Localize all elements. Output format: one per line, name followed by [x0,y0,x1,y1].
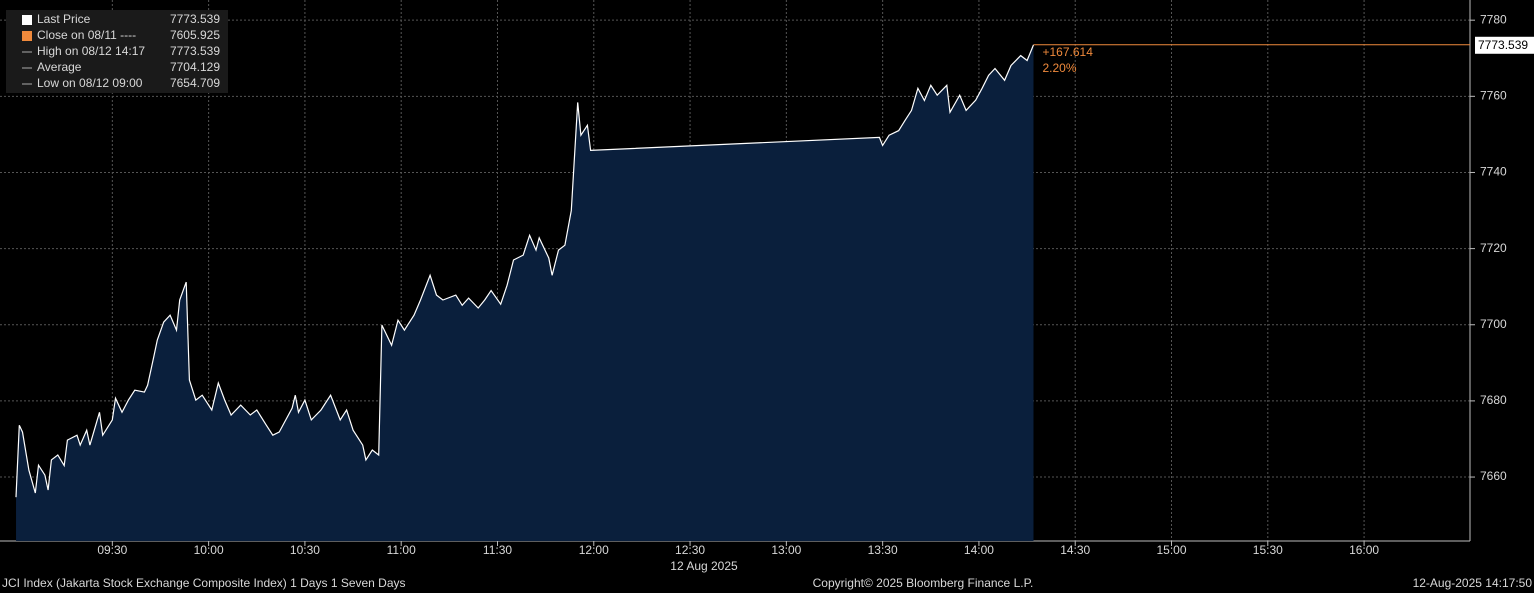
x-tick-label: 14:00 [964,543,994,557]
price-line [15,44,1035,498]
y-tick-label: 7700 [1480,317,1507,331]
x-tick-label: 11:00 [387,543,416,557]
y-tick-label: 7660 [1480,469,1507,483]
footer-left: JCI Index (Jakarta Stock Exchange Compos… [2,576,406,590]
footer-center: Copyright© 2025 Bloomberg Finance L.P. [813,576,1034,590]
plot: 7660 7680 7700 7720 7740 7760 7780 09:30 10:00 10… [0,0,1534,557]
legend-value: 7773.539 [170,44,220,58]
legend-label: Low on 08/12 09:00 [37,76,143,90]
x-tick-label: 12:30 [675,543,705,557]
legend-swatch [22,15,32,25]
footer-right: 12-Aug-2025 14:17:50 [1413,576,1533,590]
x-tick-label: 12:00 [579,543,609,557]
x-tick-label: 13:30 [868,543,898,557]
x-tick-label: 10:00 [194,543,224,557]
legend: Last Price 7773.539 Close on 08/11 ---- 760… [6,10,228,93]
y-tick-label: 7680 [1480,393,1507,407]
x-tick-label: 10:30 [290,543,320,557]
change-annotation: +167.614 [1042,45,1093,59]
y-tick-label: 7720 [1480,241,1507,255]
legend-swatch [22,31,32,41]
x-tick-label: 13:00 [771,543,801,557]
x-tick-label: 16:00 [1349,543,1379,557]
legend-background [6,10,228,93]
legend-label: Average [37,60,82,74]
legend-value: 7773.539 [170,12,220,26]
legend-label: High on 08/12 14:17 [37,44,145,58]
y-tick-label: 7740 [1480,165,1507,179]
y-tick-label: 7780 [1480,12,1507,26]
legend-label: Close on 08/11 ---- [37,28,136,42]
legend-value: 7654.709 [170,76,220,90]
y-tick-label: 7760 [1480,88,1507,102]
last-price-label: 7773.539 [1478,38,1528,52]
x-tick-label: 11:30 [483,543,512,557]
legend-value: 7605.925 [170,28,220,42]
x-tick-label: 14:30 [1060,543,1090,557]
x-axis-label: 12 Aug 2025 [670,559,738,573]
last-price-box [1475,36,1534,54]
change-annotation: 2.20% [1042,61,1076,75]
x-tick-label: 09:30 [97,543,127,557]
area-fill [16,44,1034,542]
x-tick-label: 15:30 [1253,543,1283,557]
legend-label: Last Price [37,12,91,26]
x-tick-label: 15:00 [1156,543,1186,557]
legend-value: 7704.129 [170,60,220,74]
